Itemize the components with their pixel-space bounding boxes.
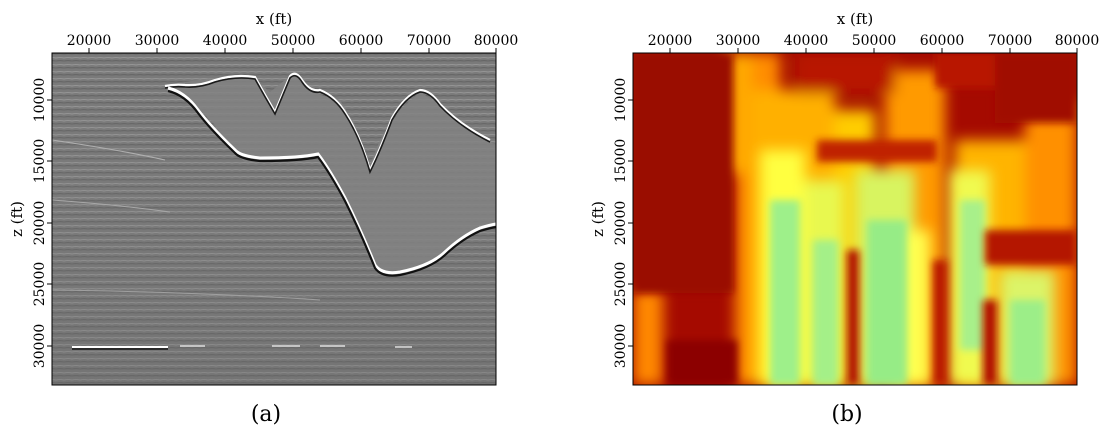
x-tick: 60000 — [339, 33, 384, 49]
z-tick: 25000 — [613, 262, 629, 307]
seismic-plot-frame — [51, 52, 497, 386]
panel-b: x (ft) 20000 30000 40000 50000 60000 700… — [555, 0, 1110, 440]
x-tick: 40000 — [203, 33, 248, 49]
heatmap-plot-frame — [632, 52, 1078, 386]
x-axis-ticks-a — [88, 48, 497, 53]
seismic-image-figure: x (ft) 20000 30000 40000 50000 60000 700… — [8, 10, 519, 386]
z-tick: 20000 — [613, 201, 629, 246]
caption-b: (b) — [831, 402, 863, 427]
z-tick: 10000 — [32, 78, 48, 123]
x-tick: 80000 — [1055, 33, 1100, 49]
z-tick: 30000 — [613, 324, 629, 369]
x-axis-label-a: x (ft) — [256, 10, 293, 28]
x-tick: 70000 — [988, 33, 1033, 49]
x-tick: 20000 — [648, 33, 693, 49]
z-axis-ticks-b — [628, 99, 633, 347]
z-axis-ticks-a — [47, 99, 52, 347]
x-tick: 20000 — [67, 33, 112, 49]
x-tick: 30000 — [716, 33, 761, 49]
heatmap-plot-area — [633, 53, 1077, 385]
x-axis-label-b: x (ft) — [837, 10, 874, 28]
z-axis-label-b: z (ft) — [589, 201, 607, 237]
z-tick: 30000 — [32, 324, 48, 369]
z-tick: 15000 — [32, 139, 48, 184]
x-tick: 50000 — [852, 33, 897, 49]
z-axis-label-a: z (ft) — [8, 201, 26, 237]
panel-a: x (ft) 20000 30000 40000 50000 60000 700… — [8, 10, 519, 427]
x-tick: 60000 — [920, 33, 965, 49]
x-tick: 50000 — [271, 33, 316, 49]
x-tick: 80000 — [474, 33, 519, 49]
heatmap-image-figure: x (ft) 20000 30000 40000 50000 60000 700… — [589, 10, 1100, 386]
x-tick: 30000 — [135, 33, 180, 49]
x-tick: 40000 — [784, 33, 829, 49]
x-axis-ticks-b — [669, 48, 1078, 53]
z-tick: 10000 — [613, 78, 629, 123]
seismic-plot-area — [52, 53, 496, 385]
z-tick: 15000 — [613, 139, 629, 184]
caption-a: (a) — [250, 402, 282, 427]
z-tick: 20000 — [32, 201, 48, 246]
z-tick: 25000 — [32, 262, 48, 307]
x-tick: 70000 — [407, 33, 452, 49]
